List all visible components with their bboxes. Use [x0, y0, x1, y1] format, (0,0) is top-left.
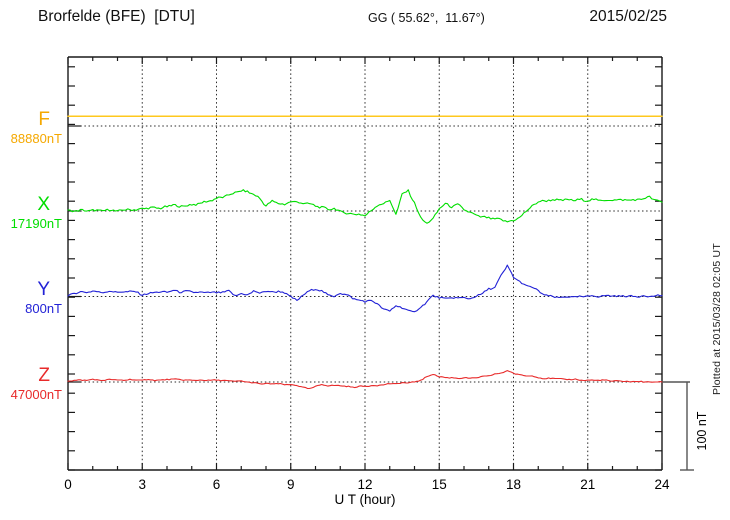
series-baseline-F: 88880nT	[10, 131, 62, 146]
x-tick-label-12: 12	[357, 477, 373, 492]
trace-Y	[67, 264, 663, 313]
series-label-F: F	[38, 109, 50, 130]
scale-bar-label: 100 nT	[695, 411, 709, 451]
x-tick-label-9: 9	[286, 477, 295, 492]
x-tick-label-3: 3	[138, 477, 146, 492]
x-axis-label: U T (hour)	[334, 492, 396, 507]
x-tick-label-18: 18	[505, 477, 522, 492]
x-tick-label-0: 0	[64, 477, 72, 492]
observation-date: 2015/02/25	[589, 8, 667, 25]
series-label-Z: Z	[38, 365, 50, 386]
series-baseline-Z: 47000nT	[10, 387, 62, 402]
series-label-Y: Y	[37, 279, 50, 300]
plotted-at-note: Plotted at 2015/03/28 02:05 UT	[711, 243, 723, 395]
trace-X	[67, 189, 663, 224]
x-tick-label-15: 15	[431, 477, 447, 492]
station-title: Brorfelde (BFE) [DTU]	[38, 8, 195, 25]
series-label-X: X	[37, 194, 50, 215]
x-tick-label-21: 21	[580, 477, 596, 492]
geographic-coordinates: GG ( 55.62°, 11.67°)	[368, 11, 485, 25]
series-baseline-X: 17190nT	[10, 216, 62, 231]
trace-Z	[67, 370, 663, 390]
x-tick-label-6: 6	[212, 477, 221, 492]
series-baseline-Y: 800nT	[25, 301, 62, 316]
x-tick-label-24: 24	[654, 477, 670, 492]
